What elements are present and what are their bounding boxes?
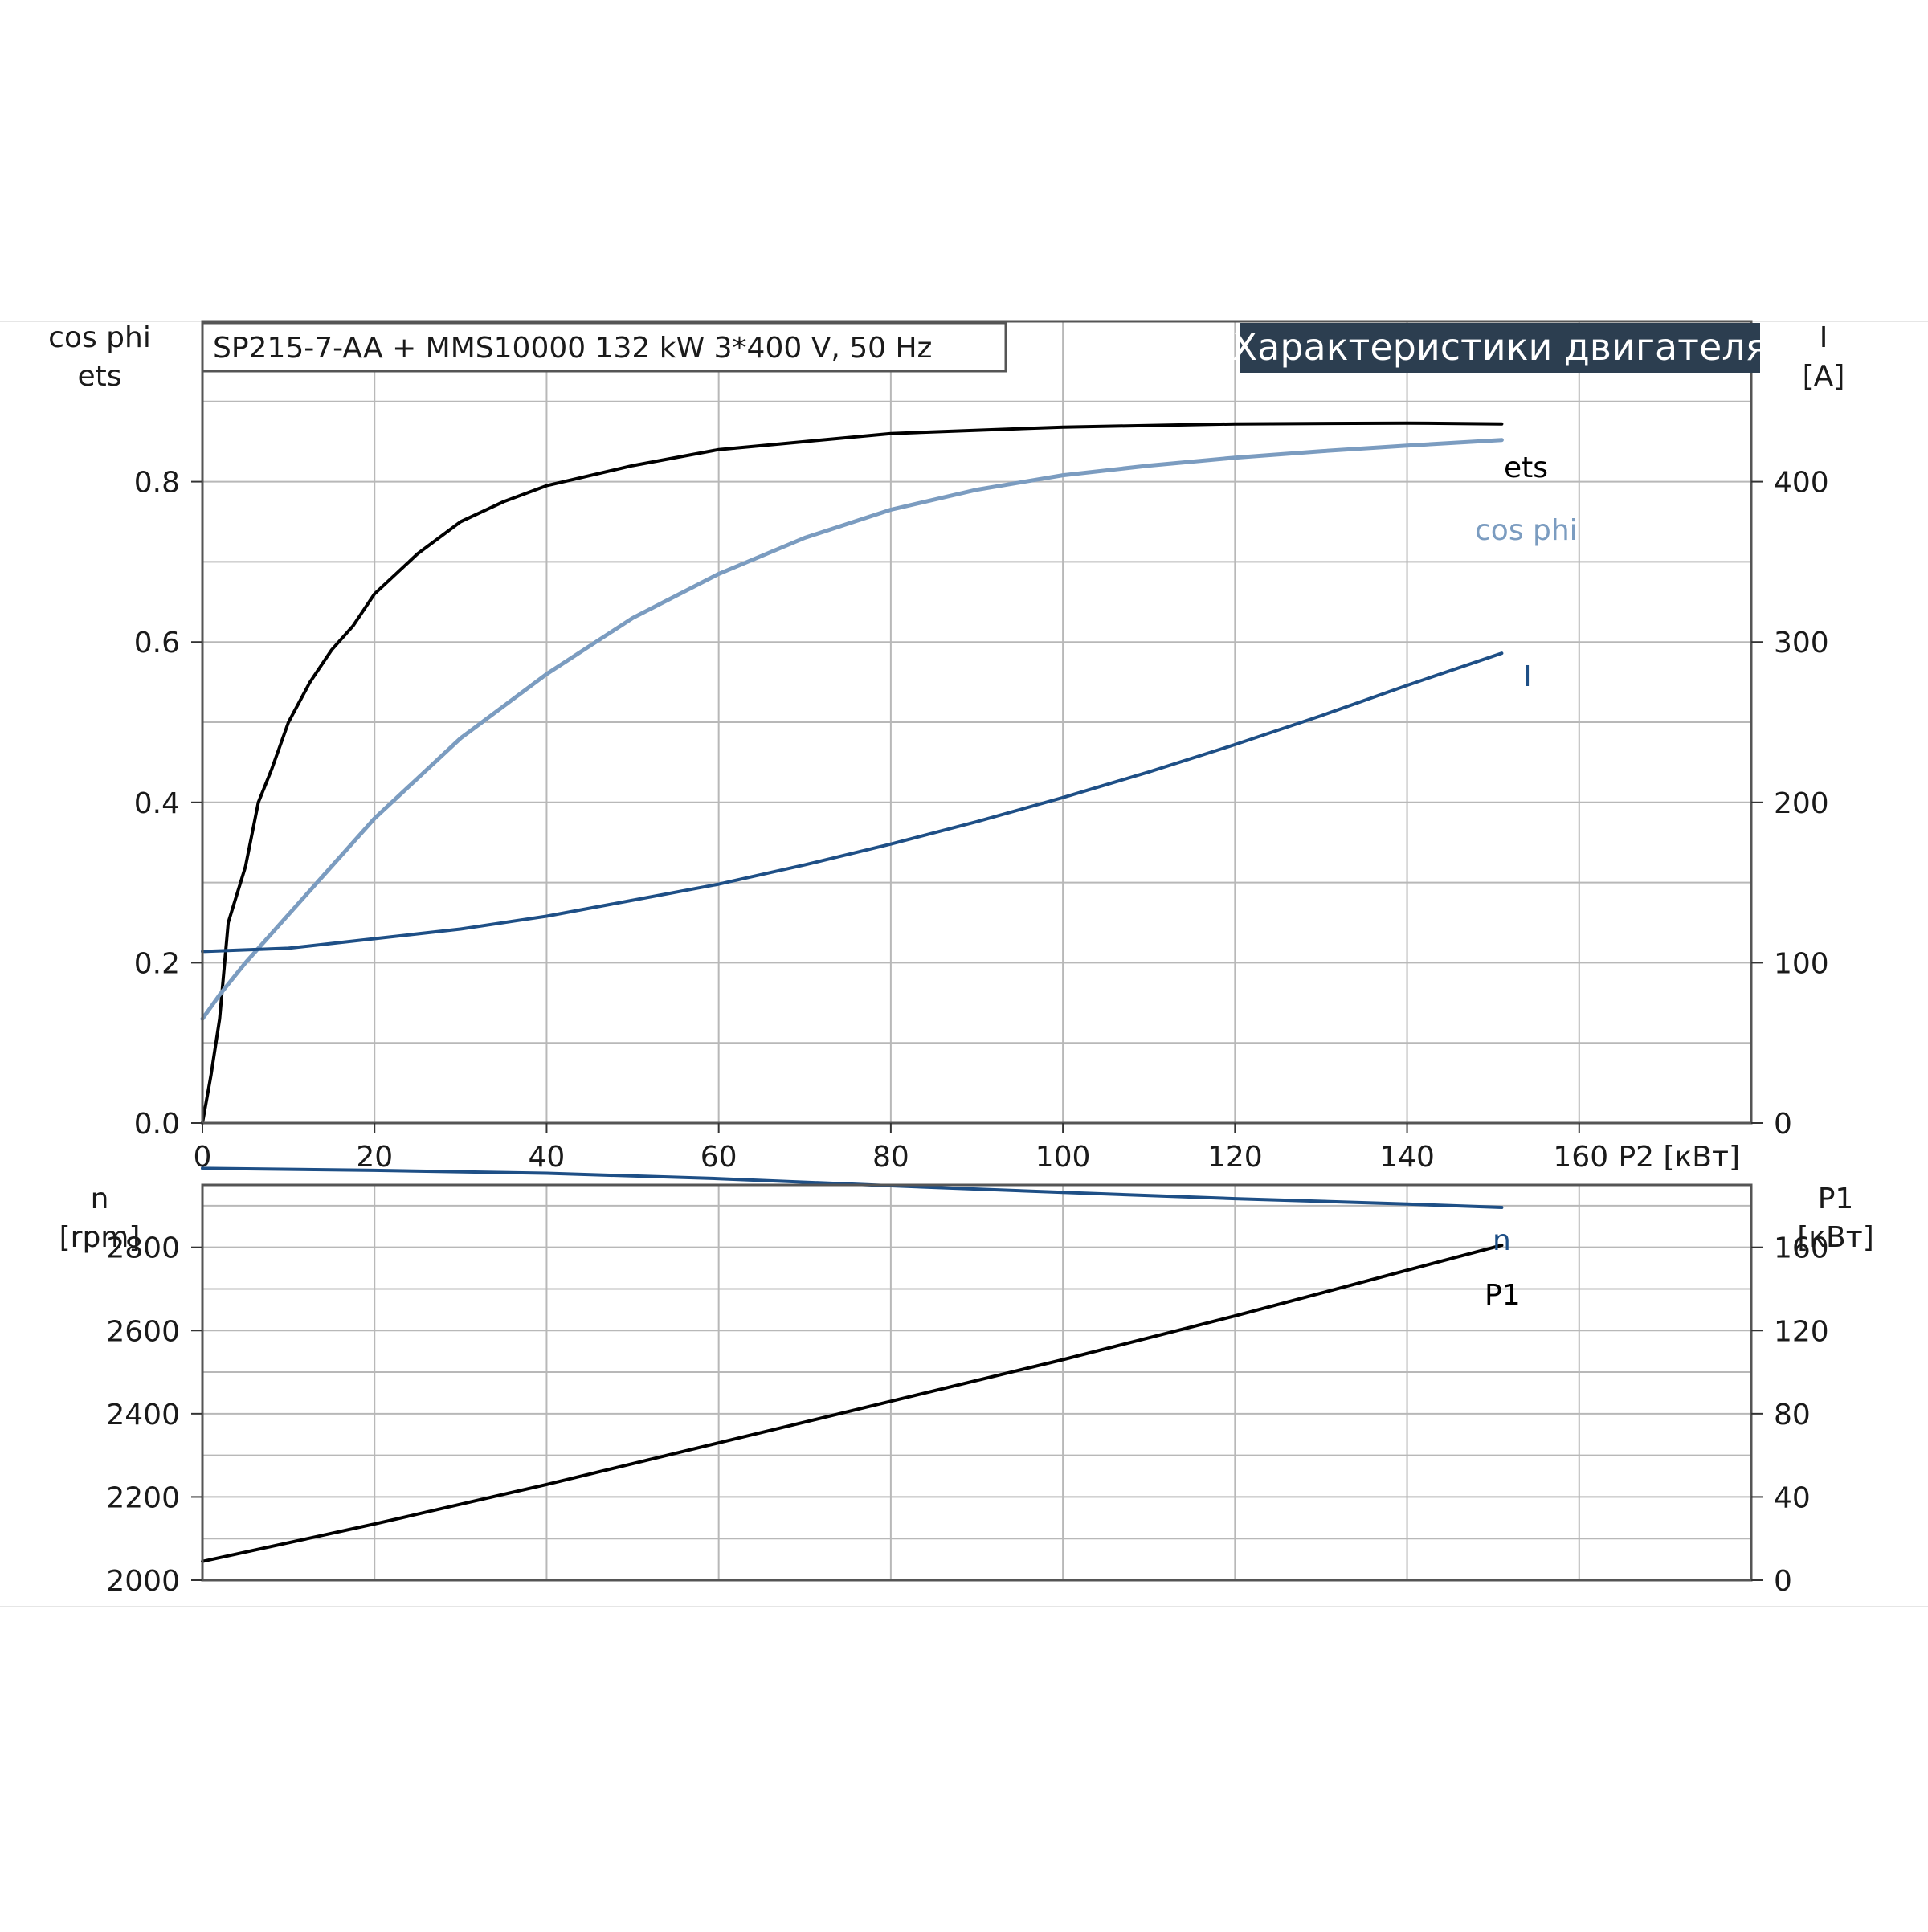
- series-line-ets: [201, 421, 1504, 1125]
- bottom-panel-series: [201, 1166, 1504, 1563]
- top-panel-ticks: 0.0 0.2 0.4 0.6 0.8 0 100 200 300 400 0 20 40 60 80 100…: [134, 467, 1829, 1174]
- bottom-left-tick-label: 2000: [106, 1565, 180, 1598]
- top-left-tick-label: 0.4: [134, 787, 180, 820]
- top-right-tick-label: 400: [1774, 467, 1829, 500]
- title-badge: [1240, 323, 1760, 373]
- x-tick-label: 20: [356, 1141, 393, 1174]
- title-badge-text: Характеристики двигателя: [1232, 325, 1768, 369]
- bottom-right-axis-title-line2: [кВт]: [1797, 1221, 1874, 1254]
- x-tick-label: 120: [1207, 1141, 1263, 1174]
- bottom-left-tick-label: 2200: [106, 1481, 180, 1514]
- top-left-tick-label: 0.0: [134, 1108, 180, 1141]
- bottom-right-tick-label: 120: [1774, 1315, 1829, 1348]
- top-left-tick-label: 0.8: [134, 467, 180, 500]
- series-line-cos-phi: [200, 438, 1504, 1021]
- top-right-tick-label: 100: [1774, 947, 1829, 980]
- bottom-left-tick-label: 2400: [106, 1399, 180, 1432]
- x-tick-label: 60: [701, 1141, 737, 1174]
- top-right-tick-label: 300: [1774, 627, 1829, 660]
- x-axis-title: P2 [кВт]: [1618, 1141, 1740, 1174]
- top-right-axis-title-line2: [A]: [1803, 360, 1845, 393]
- top-left-axis-title-line1: cos phi: [48, 321, 151, 354]
- curve-label-cos-phi: cos phi: [1475, 514, 1578, 547]
- curve-label-ets: ets: [1504, 451, 1548, 484]
- bottom-right-axis-title-line1: P1: [1818, 1182, 1854, 1215]
- bottom-right-tick-label: 160: [1774, 1232, 1829, 1265]
- series-line-p1: [201, 1244, 1504, 1563]
- bottom-panel-frame: [201, 1183, 1753, 1582]
- bottom-right-tick-label: 80: [1774, 1399, 1811, 1432]
- bottom-panel-ticks: 2000 2200 2400 2600 2800 0 40 80 120 160: [106, 1232, 1828, 1598]
- x-tick-label: 140: [1379, 1141, 1435, 1174]
- bottom-panel-grid: [202, 1185, 1751, 1580]
- curve-label-p1: P1: [1485, 1279, 1521, 1312]
- top-left-tick-label: 0.6: [134, 627, 180, 660]
- x-tick-label: 160: [1553, 1141, 1608, 1174]
- top-left-axis-title-line2: ets: [77, 360, 121, 393]
- series-line-i: [201, 651, 1504, 954]
- top-left-tick-label: 0.2: [134, 947, 180, 980]
- top-right-axis-title-line1: I: [1820, 321, 1828, 354]
- model-label-box: [201, 321, 1007, 373]
- top-panel-grid: [202, 321, 1751, 1123]
- series-line-n: [201, 1166, 1504, 1209]
- curve-label-speed: n: [1493, 1224, 1511, 1257]
- x-tick-label: 100: [1035, 1141, 1091, 1174]
- bottom-left-tick-label: 2800: [106, 1232, 180, 1265]
- x-tick-label: 0: [194, 1141, 212, 1174]
- bottom-left-axis-title-line2: [rpm]: [59, 1221, 141, 1254]
- bottom-right-tick-label: 40: [1774, 1481, 1811, 1514]
- model-label: SP215-7-AA + MMS10000 132 kW 3*400 V, 50…: [213, 332, 932, 365]
- top-right-tick-label: 0: [1774, 1108, 1792, 1141]
- top-right-tick-label: 200: [1774, 787, 1829, 820]
- top-panel-series: [200, 421, 1504, 1125]
- top-panel-frame: [201, 320, 1753, 1125]
- bottom-right-tick-label: 0: [1774, 1565, 1792, 1598]
- x-tick-label: 40: [529, 1141, 566, 1174]
- curve-label-current: I: [1523, 660, 1532, 693]
- bottom-left-tick-label: 2600: [106, 1315, 180, 1348]
- bottom-left-axis-title-line1: n: [91, 1182, 109, 1215]
- x-tick-label: 80: [872, 1141, 909, 1174]
